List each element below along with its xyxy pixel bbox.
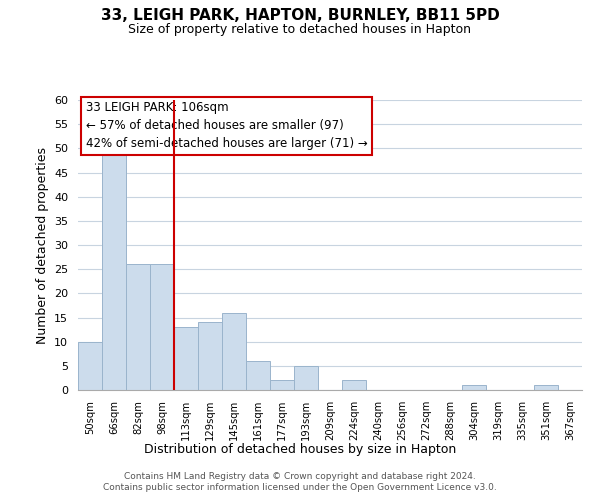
Bar	[462, 385, 486, 390]
Y-axis label: Number of detached properties: Number of detached properties	[35, 146, 49, 344]
Bar	[534, 385, 558, 390]
Bar	[270, 380, 294, 390]
Bar	[198, 322, 222, 390]
Bar	[246, 361, 270, 390]
Bar	[342, 380, 366, 390]
Bar	[150, 264, 174, 390]
Bar	[126, 264, 150, 390]
Bar	[174, 327, 198, 390]
Text: 33 LEIGH PARK: 106sqm
← 57% of detached houses are smaller (97)
42% of semi-deta: 33 LEIGH PARK: 106sqm ← 57% of detached …	[86, 102, 367, 150]
Text: 33, LEIGH PARK, HAPTON, BURNLEY, BB11 5PD: 33, LEIGH PARK, HAPTON, BURNLEY, BB11 5P…	[101, 8, 499, 22]
Bar	[294, 366, 318, 390]
Bar	[102, 153, 126, 390]
Text: Distribution of detached houses by size in Hapton: Distribution of detached houses by size …	[144, 442, 456, 456]
Bar	[222, 312, 246, 390]
Bar	[78, 342, 102, 390]
Text: Size of property relative to detached houses in Hapton: Size of property relative to detached ho…	[128, 24, 472, 36]
Text: Contains HM Land Registry data © Crown copyright and database right 2024.
Contai: Contains HM Land Registry data © Crown c…	[103, 472, 497, 492]
